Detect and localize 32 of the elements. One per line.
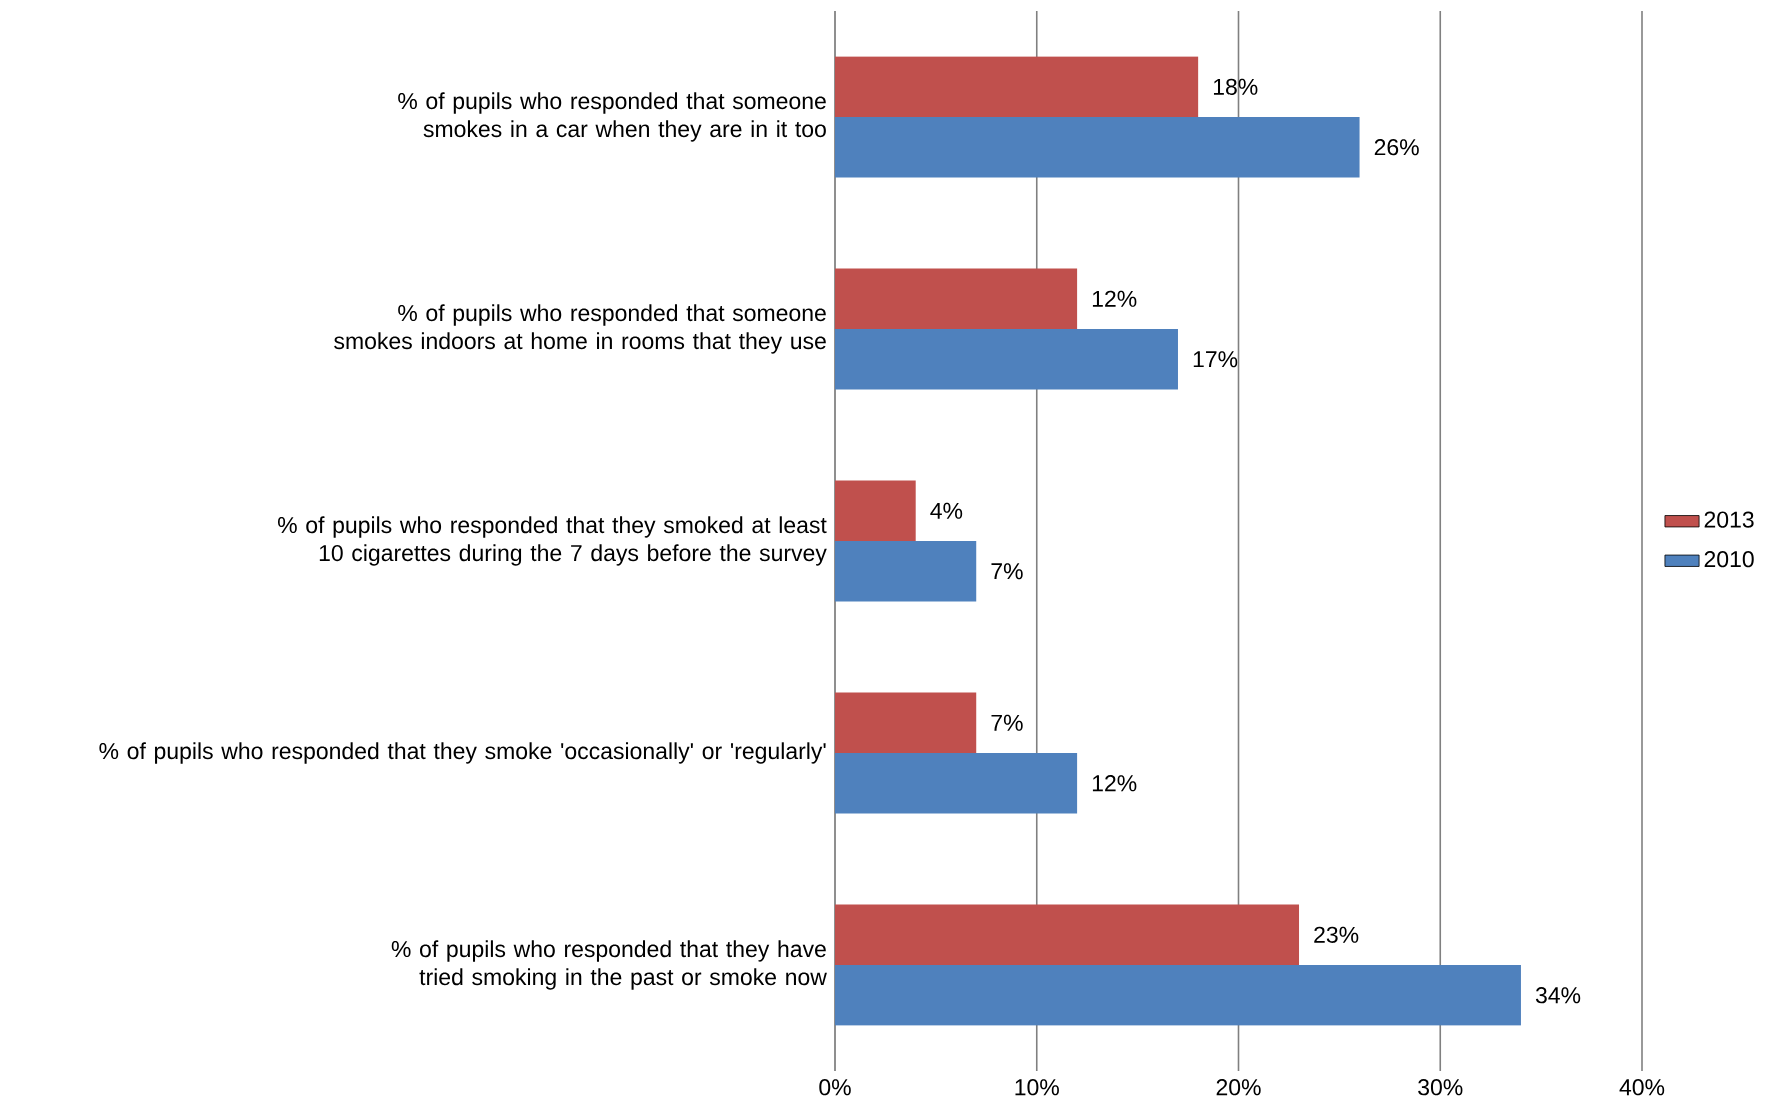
x-tick-label: 40% — [1619, 1079, 1665, 1096]
y-tick-label: % of pupils who responded that they have tried smoking in the past or smoke now — [391, 940, 827, 990]
data-label: 17% — [1193, 351, 1238, 368]
data-label: 26% — [1374, 139, 1419, 156]
legend-label: 2010 — [1704, 551, 1754, 568]
x-tick-label: 0% — [819, 1079, 851, 1096]
legend-label: 2013 — [1704, 511, 1754, 528]
data-label: 12% — [1092, 775, 1137, 792]
data-label: 18% — [1213, 78, 1258, 95]
bar — [835, 116, 1360, 178]
bar — [835, 753, 1078, 814]
bar — [835, 965, 1521, 1026]
y-tick-label: % of pupils who responded that someone smokes in a car when they are in it too — [398, 92, 826, 142]
bar — [835, 56, 1199, 117]
data-label: 4% — [930, 502, 963, 519]
bar — [835, 328, 1178, 390]
data-label: 34% — [1535, 987, 1581, 1004]
bar — [835, 692, 977, 753]
data-label: 12% — [1092, 290, 1137, 307]
data-label: 7% — [991, 714, 1023, 731]
x-tick-label: 20% — [1216, 1079, 1261, 1096]
data-label: 23% — [1314, 926, 1359, 943]
bar — [835, 904, 1300, 965]
y-tick-label: % of pupils who responded that they smoke 'occasionally' or 'regularly' — [99, 742, 826, 764]
x-tick-label: 30% — [1418, 1079, 1463, 1096]
data-label: 7% — [991, 563, 1023, 580]
bar — [835, 480, 916, 541]
y-tick-label: % of pupils who responded that someone smokes indoors at home in rooms that they use — [334, 304, 826, 354]
bar — [835, 541, 977, 602]
bar — [835, 268, 1078, 329]
x-tick-label: 10% — [1015, 1079, 1059, 1096]
y-tick-label: % of pupils who responded that they smoked at least 10 cigarettes during the 7 days before the survey — [278, 516, 827, 566]
